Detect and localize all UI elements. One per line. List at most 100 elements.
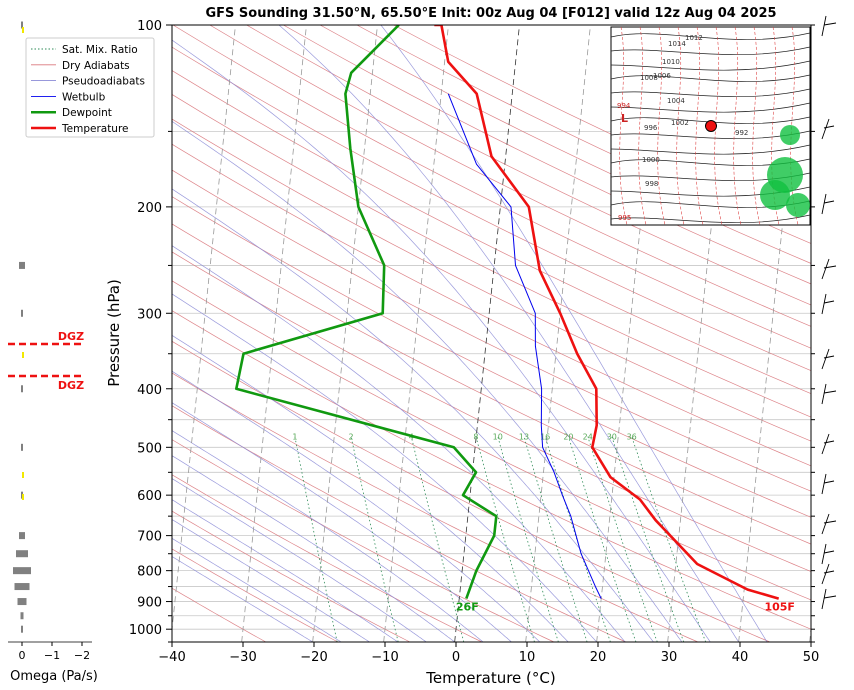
omega-bar: [21, 385, 23, 393]
pseudoadiabat-8: [172, 402, 512, 642]
inset-isobar-label: 1000: [642, 156, 660, 164]
wind-barb: [821, 588, 827, 610]
y-tick-label: 900: [137, 596, 162, 611]
wind-barb: [821, 118, 830, 140]
wind-barb: [821, 193, 827, 215]
wind-barb-flag: [823, 300, 835, 304]
pseudoadiabat--4: [172, 478, 427, 642]
chart-title: GFS Sounding 31.50°N, 65.50°E Init: 00z …: [205, 6, 776, 21]
dry-adiabat-30: [172, 372, 699, 642]
legend-label: Pseudoadiabats: [62, 76, 145, 88]
x-tick-label: −20: [300, 650, 327, 665]
inset-isobar-label: 996: [644, 124, 658, 132]
inset-isobar-label: 1014: [668, 40, 686, 48]
wind-barb: [821, 473, 827, 495]
pseudoadiabat-36: [172, 39, 711, 642]
dgz-top-label: DGZ: [58, 330, 84, 343]
pseudoadiabat-32: [172, 120, 683, 642]
inset-precip: [780, 125, 800, 145]
wind-barb-flag: [823, 125, 835, 129]
pseudoadiabat-24: [172, 245, 626, 642]
pseudoadiabat--8: [172, 499, 399, 642]
x-tick-label: 10: [519, 650, 536, 665]
omega-marker: [22, 352, 24, 358]
omega-tick-label: −1: [44, 649, 60, 662]
isotherm--30: [241, 25, 307, 642]
omega-bar: [14, 583, 30, 591]
x-tick-label: 40: [732, 650, 749, 665]
inset-thickness: [619, 26, 628, 226]
mixing-ratio-10: [497, 436, 559, 642]
wind-barbs: [821, 15, 837, 610]
pseudoadiabat-4: [172, 430, 484, 642]
x-tick-label: 30: [661, 650, 678, 665]
mixing-ratio-label: 1: [292, 433, 297, 442]
dry-adiabat--20: [172, 548, 339, 642]
wind-barb-flag: [823, 390, 837, 394]
inset-thickness: [733, 26, 742, 226]
dry-adiabat-20: [172, 405, 627, 642]
dry-adiabat-180: [246, 25, 811, 306]
wind-barb: [821, 15, 827, 37]
omega-bar: [21, 443, 23, 451]
isotherm--10: [383, 25, 449, 642]
omega-bar: [19, 532, 25, 540]
omega-axis-label: Omega (Pa/s): [10, 669, 98, 684]
omega-bar: [19, 261, 25, 269]
dry-adiabat-160: [172, 25, 811, 349]
pseudoadiabats: [172, 25, 768, 642]
x-tick-label: −10: [371, 650, 398, 665]
dry-adiabat-60: [172, 280, 811, 601]
dry-adiabat-90: [172, 196, 811, 518]
dry-adiabat-10: [172, 439, 555, 642]
omega-bar: [20, 612, 24, 620]
wind-barb-flag: [823, 480, 835, 484]
legend-label: Dewpoint: [62, 107, 112, 119]
inset-isobar: [610, 88, 811, 98]
mixing-ratio-24: [587, 436, 658, 642]
dry-adiabat-80: [172, 223, 811, 545]
mixing-ratio-label: 10: [493, 433, 503, 442]
y-tick-label: 500: [137, 441, 162, 456]
y-tick-label: 700: [137, 530, 162, 545]
dry-adiabat-0: [172, 474, 483, 642]
inset-isobar: [610, 144, 811, 155]
legend: Sat. Mix. Ratio Dry Adiabats Pseudoadiabat…: [25, 37, 155, 138]
dry-adiabat-70: [172, 251, 811, 572]
omega-bar: [13, 567, 31, 575]
isotherm--20: [312, 25, 378, 642]
omega-tick-label: −2: [74, 649, 90, 662]
inset-isobar-label: 998: [645, 180, 658, 188]
legend-box: [25, 37, 155, 138]
legend-label: Dry Adiabats: [62, 60, 130, 72]
omega-tick-label: 0: [19, 649, 26, 662]
inset-thickness: [695, 26, 704, 226]
dry-adiabat-40: [172, 340, 771, 642]
inset-isobar-label: 992: [735, 129, 748, 137]
inset-precip: [760, 180, 790, 210]
pseudoadiabat-40: [278, 25, 739, 642]
legend-label: Temperature: [61, 123, 129, 135]
x-tick-label: 20: [590, 650, 607, 665]
mixing-ratio-label: 20: [563, 433, 573, 442]
wind-barb-flag: [823, 570, 835, 574]
wind-barb: [821, 348, 830, 370]
inset-thickness: [657, 26, 666, 226]
wind-barb: [821, 293, 827, 315]
omega-bar: [21, 625, 23, 633]
x-axis-label: Temperature (°C): [425, 669, 555, 687]
mixing-ratio-label: 13: [519, 433, 529, 442]
inset-isobar-label: 1004: [667, 97, 685, 105]
inset-isobar-label: 995: [618, 214, 631, 222]
dry-adiabat-130: [172, 94, 811, 418]
wind-barb-flag: [823, 355, 835, 359]
wind-barb-flag: [823, 595, 837, 599]
dry-adiabat--10: [172, 510, 411, 642]
mixing-ratio-2: [350, 436, 399, 642]
y-tick-label: 1000: [129, 623, 162, 638]
mixing-ratio-8: [475, 436, 535, 642]
mixing-ratio-1: [294, 436, 338, 642]
mixing-ratio-lines: [294, 436, 707, 642]
mixing-ratio-30: [611, 436, 685, 642]
